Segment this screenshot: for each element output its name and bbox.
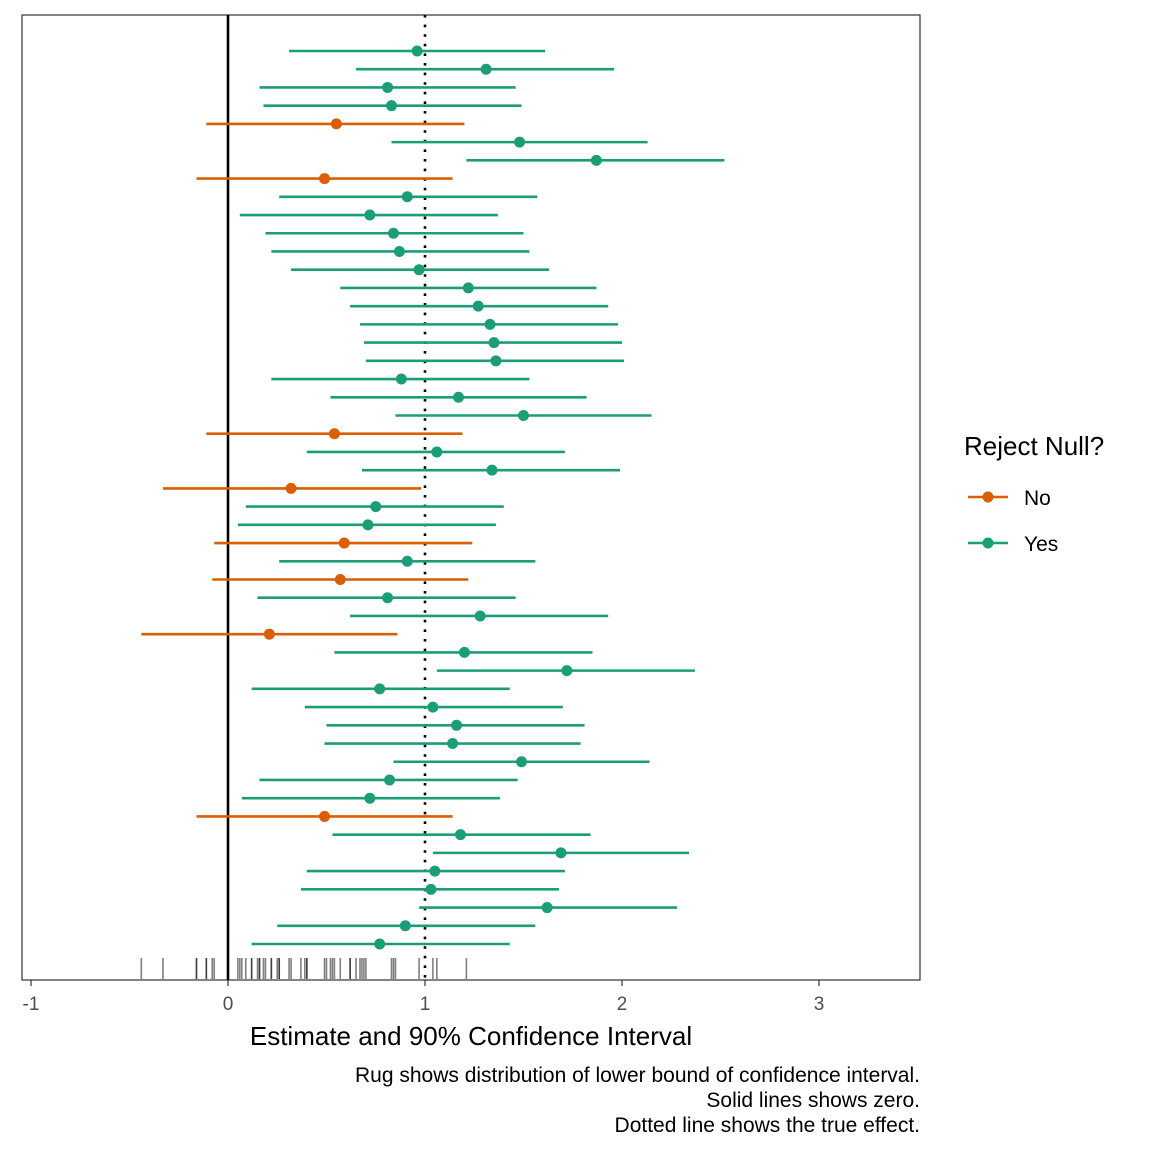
estimate-point (458, 646, 470, 658)
estimate-point (362, 519, 374, 531)
caption-line-3: Dotted line shows the true effect. (615, 1114, 920, 1137)
estimate-point (384, 774, 396, 786)
legend-title: Reject Null? (964, 431, 1104, 461)
legend-label-yes: Yes (1024, 533, 1058, 556)
estimate-point (518, 409, 529, 421)
estimate-point (364, 209, 376, 221)
rug-marks (140, 958, 468, 979)
estimate-point (399, 920, 411, 932)
x-axis: -1 0 1 2 3 (23, 980, 825, 1015)
estimate-point (411, 45, 423, 57)
x-tick-label: 2 (617, 994, 628, 1015)
estimate-point (370, 501, 382, 513)
estimate-point (486, 464, 498, 476)
estimate-point (484, 318, 496, 330)
estimate-point (462, 282, 474, 294)
estimate-point (393, 245, 405, 257)
estimate-point (334, 574, 346, 586)
estimate-point (472, 300, 484, 312)
estimate-point (338, 537, 350, 549)
estimate-point (427, 701, 439, 713)
estimate-point (514, 136, 526, 148)
estimate-point (561, 665, 573, 677)
estimate-point (451, 719, 463, 731)
estimate-point (431, 446, 443, 458)
estimate-point (447, 738, 459, 750)
estimate-point (425, 883, 437, 895)
legend: Reject Null? No Yes (964, 431, 1104, 556)
estimate-point (480, 63, 492, 75)
estimate-point (474, 610, 486, 622)
x-tick-label: 0 (223, 994, 234, 1015)
estimate-point (263, 628, 275, 640)
estimate-point (413, 264, 425, 276)
estimate-point (488, 337, 500, 349)
plot-panel (21, 14, 921, 981)
legend-label-no: No (1024, 487, 1051, 510)
legend-key-point-yes (982, 537, 994, 549)
estimate-point (374, 938, 386, 950)
estimate-point (516, 756, 528, 768)
x-tick-label: -1 (23, 994, 40, 1015)
estimate-point (374, 683, 386, 695)
estimate-point (319, 810, 331, 822)
estimate-point (401, 191, 413, 203)
estimate-point (364, 792, 376, 804)
estimate-point (541, 902, 553, 914)
legend-item-yes: Yes (968, 533, 1058, 556)
estimate-point (387, 227, 399, 239)
estimate-point (395, 373, 407, 385)
estimate-point (401, 555, 413, 567)
estimate-point (590, 154, 602, 166)
legend-key-point-no (982, 491, 994, 503)
estimate-point (382, 81, 394, 93)
caption-line-1: Rug shows distribution of lower bound of… (355, 1064, 920, 1087)
caption: Rug shows distribution of lower bound of… (355, 1064, 920, 1137)
estimate-point (319, 173, 331, 185)
estimate-point (328, 428, 340, 440)
x-tick-label: 1 (420, 994, 431, 1015)
estimate-point (386, 100, 398, 112)
legend-item-no: No (968, 487, 1051, 510)
estimate-point (330, 118, 342, 130)
estimate-point (285, 482, 297, 494)
confidence-intervals (141, 45, 725, 950)
estimate-point (429, 865, 441, 877)
estimate-point (555, 847, 567, 859)
estimate-point (452, 391, 464, 403)
x-axis-title: Estimate and 90% Confidence Interval (250, 1021, 692, 1051)
estimate-point (490, 355, 502, 367)
estimate-point (454, 829, 466, 841)
estimate-point (382, 592, 394, 604)
x-tick-label: 3 (814, 994, 825, 1015)
caption-line-2: Solid lines shows zero. (706, 1089, 920, 1112)
